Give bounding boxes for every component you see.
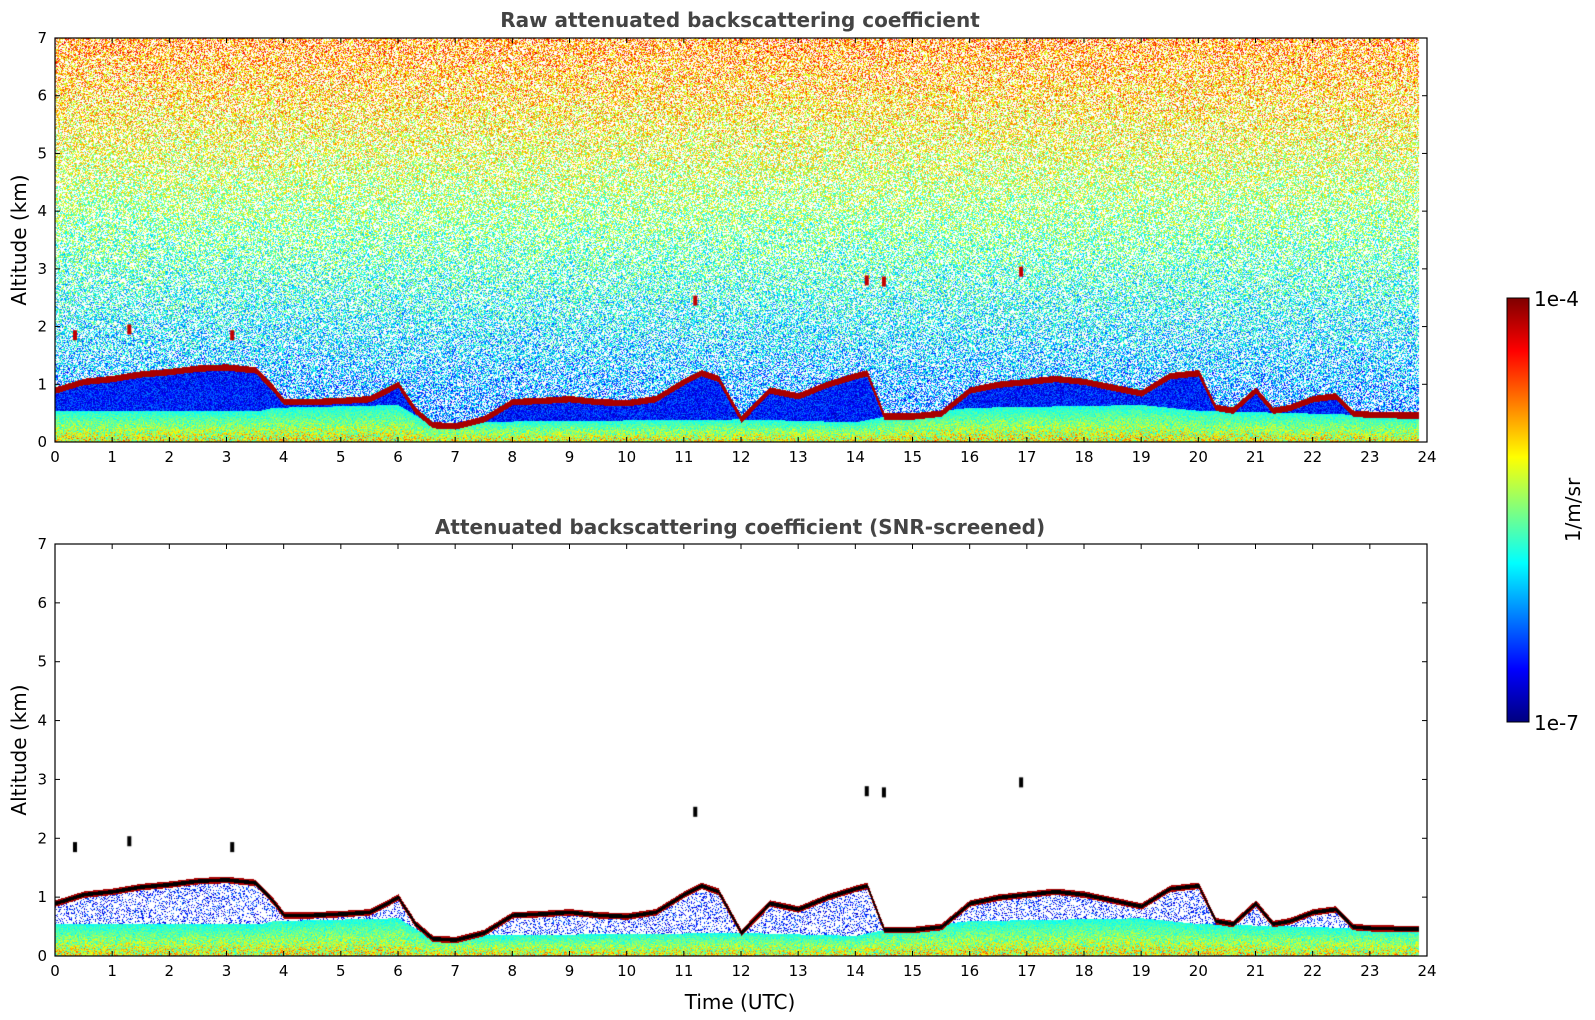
x-tick-label: 22	[1303, 962, 1322, 980]
x-tick-label: 21	[1246, 448, 1265, 466]
x-tick-label: 9	[565, 448, 575, 466]
y-tick-label: 6	[37, 594, 47, 612]
y-tick-label: 5	[37, 144, 47, 162]
x-tick-label: 18	[1074, 962, 1093, 980]
bottom-heatmap-image	[55, 544, 1427, 956]
y-tick-label: 1	[37, 888, 47, 906]
x-tick-label: 12	[731, 448, 750, 466]
x-tick-label: 10	[617, 962, 636, 980]
top-panel-title: Raw attenuated backscattering coefficien…	[500, 8, 980, 32]
x-tick-label: 15	[903, 448, 922, 466]
x-tick-label: 17	[1017, 448, 1036, 466]
x-tick-label: 4	[279, 448, 289, 466]
x-tick-label: 23	[1360, 962, 1379, 980]
y-tick-label: 3	[37, 260, 47, 278]
x-tick-label: 0	[50, 962, 60, 980]
y-tick-label: 7	[37, 29, 47, 47]
x-tick-label: 1	[107, 448, 117, 466]
x-tick-label: 6	[393, 962, 403, 980]
y-tick-label: 2	[37, 318, 47, 336]
x-tick-label: 20	[1189, 962, 1208, 980]
colorbar-max-label: 1e-4	[1534, 287, 1579, 311]
x-tick-label: 19	[1132, 448, 1151, 466]
colorbar-units-label: 1/m/sr	[1561, 477, 1585, 542]
x-tick-label: 12	[731, 962, 750, 980]
x-tick-label: 3	[222, 448, 232, 466]
x-tick-label: 2	[165, 962, 175, 980]
x-tick-label: 24	[1417, 962, 1436, 980]
x-tick-label: 18	[1074, 448, 1093, 466]
colorbar-min-label: 1e-7	[1534, 711, 1579, 735]
x-tick-label: 0	[50, 448, 60, 466]
x-tick-label: 5	[336, 448, 346, 466]
x-tick-label: 15	[903, 962, 922, 980]
bottom-panel-title: Attenuated backscattering coefficient (S…	[435, 515, 1045, 539]
colorbar-gradient	[1506, 297, 1530, 723]
x-tick-label: 7	[450, 962, 460, 980]
x-tick-label: 1	[107, 962, 117, 980]
x-tick-label: 3	[222, 962, 232, 980]
x-tick-label: 13	[789, 448, 808, 466]
x-tick-label: 20	[1189, 448, 1208, 466]
y-tick-label: 0	[37, 947, 47, 965]
x-tick-label: 11	[674, 448, 693, 466]
x-tick-label: 13	[789, 962, 808, 980]
y-tick-label: 5	[37, 653, 47, 671]
y-tick-label: 4	[37, 712, 47, 730]
top-heatmap-image	[55, 38, 1427, 442]
x-tick-label: 7	[450, 448, 460, 466]
top-y-axis: 0 1 2 3 4 5 6 7	[37, 29, 1427, 451]
x-tick-label: 4	[279, 962, 289, 980]
x-tick-label: 2	[165, 448, 175, 466]
x-tick-label: 16	[960, 448, 979, 466]
x-tick-label: 17	[1017, 962, 1036, 980]
x-tick-label: 19	[1132, 962, 1151, 980]
x-tick-label: 8	[508, 448, 518, 466]
top-y-axis-label: Altitude (km)	[7, 174, 31, 305]
x-tick-label: 9	[565, 962, 575, 980]
x-tick-label: 5	[336, 962, 346, 980]
x-tick-label: 21	[1246, 962, 1265, 980]
y-tick-label: 1	[37, 375, 47, 393]
x-tick-label: 23	[1360, 448, 1379, 466]
y-tick-label: 4	[37, 202, 47, 220]
y-tick-label: 3	[37, 770, 47, 788]
y-tick-label: 2	[37, 829, 47, 847]
x-tick-label: 6	[393, 448, 403, 466]
bottom-y-axis-label: Altitude (km)	[7, 684, 31, 815]
x-tick-label: 14	[846, 962, 865, 980]
x-tick-label: 24	[1417, 448, 1436, 466]
bottom-panel: Attenuated backscattering coefficient (S…	[7, 515, 1437, 1014]
top-panel: Raw attenuated backscattering coefficien…	[7, 8, 1437, 466]
x-tick-label: 14	[846, 448, 865, 466]
y-tick-label: 0	[37, 433, 47, 451]
x-tick-label: 11	[674, 962, 693, 980]
y-tick-label: 7	[37, 535, 47, 553]
x-tick-label: 10	[617, 448, 636, 466]
x-tick-label: 22	[1303, 448, 1322, 466]
top-x-axis: 0 1 2 3 4 5 6 7 8 9 10 11 12 13 14 15 16 17 18 19 20 21 22 23 24	[50, 38, 1437, 466]
bottom-y-axis: 0 1 2 3 4 5 6 7	[37, 535, 1427, 965]
x-axis-label: Time (UTC)	[684, 990, 796, 1014]
colorbar: 1e-4 1e-7 1/m/sr	[1506, 287, 1585, 735]
y-tick-label: 6	[37, 87, 47, 105]
bottom-x-axis: 0 1 2 3 4 5 6 7 8 9 10 11 12 13 14 15 16 17 18 19 20 21 22 23 24	[50, 544, 1437, 980]
x-tick-label: 16	[960, 962, 979, 980]
x-tick-label: 8	[508, 962, 518, 980]
